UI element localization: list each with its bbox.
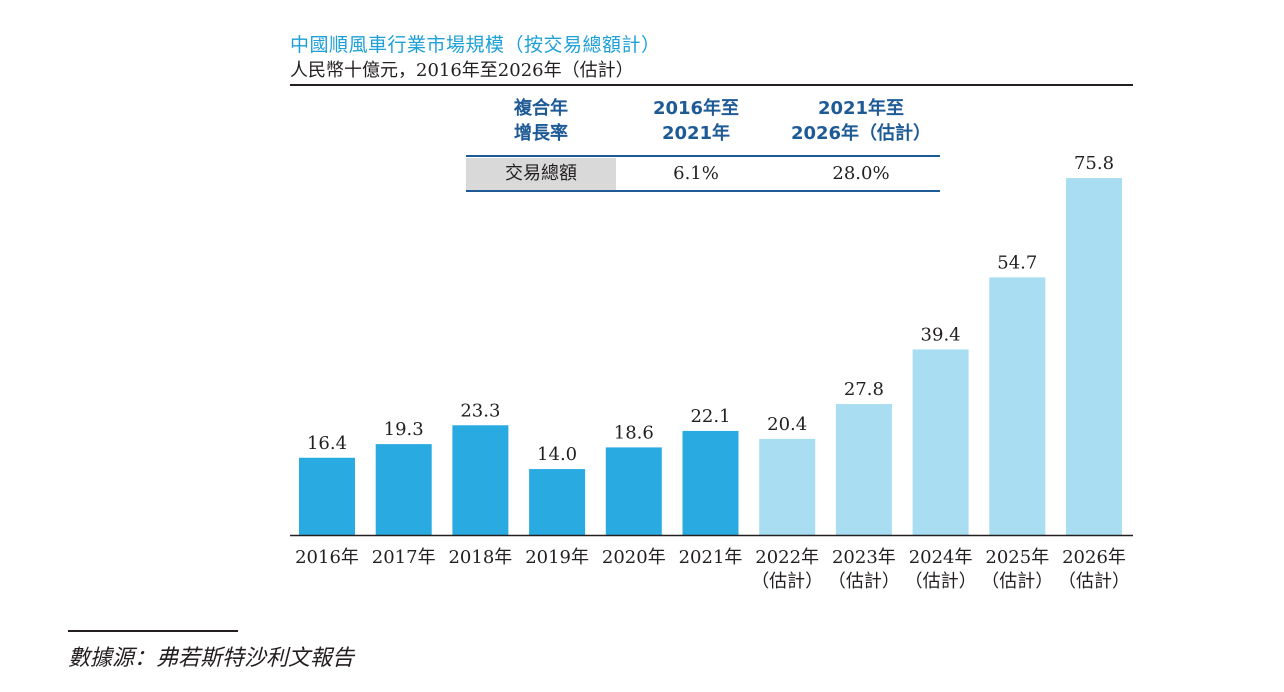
cagr-value-2021-2026: 28.0% [832,163,890,184]
data-label-2020年: 18.6 [614,422,654,443]
bar-2020年 [605,447,662,535]
x-tick-label: 2024年 [909,547,973,568]
cagr-header-label-line1: 複合年 [514,98,568,119]
bar-2023年 [835,404,892,535]
cagr-header-label-line2: 增長率 [514,123,568,144]
cagr-row-label: 交易總額 [466,158,616,190]
bar-2019年 [529,469,586,535]
bar-2022年 [759,438,816,535]
cagr-header-col1-line1: 2016年至 [652,98,740,119]
cagr-bottom-rule [466,190,940,192]
x-tick-label: 2022年 [755,547,819,568]
cagr-header-col2-line1: 2021年至 [817,98,905,119]
data-label-2017年: 19.3 [384,419,424,440]
data-label-2025年: 54.7 [997,252,1037,273]
data-label-2022年: 20.4 [767,414,807,435]
cagr-header-label: 複合年 增長率 [466,96,616,146]
bar-2024年 [912,349,969,535]
bar-2025年 [989,277,1046,535]
data-label-2024年: 39.4 [921,324,961,345]
x-tick-note: （估計） [981,571,1053,592]
x-tick-note: （估計） [1058,571,1130,592]
data-label-2018年: 23.3 [460,400,500,421]
data-label-2019年: 14.0 [537,444,577,465]
chart-subtitle: 人民幣十億元，2016年至2026年（估計） [290,60,634,81]
cagr-header-col1: 2016年至 2021年 [616,96,776,146]
cagr-header-col1-line2: 2021年 [661,123,731,144]
x-tick-label: 2018年 [448,547,512,568]
data-label-2023年: 27.8 [844,379,884,400]
cagr-header-col2-line2: 2026年（估計） [790,123,932,144]
data-label-2026年: 75.8 [1074,153,1114,174]
source-note: 數據源：弗若斯特沙利文報告 [68,646,355,671]
x-tick-label: 2025年 [985,547,1049,568]
data-label-2021年: 22.1 [690,406,730,427]
cagr-value-2016-2021: 6.1% [673,163,719,184]
source-divider [68,630,238,632]
x-tick-label: 2026年 [1062,547,1126,568]
x-tick-label: 2021年 [679,547,743,568]
bar-2017年 [375,444,432,535]
bar-2016年 [299,457,355,535]
bar-2026年 [1066,178,1122,535]
x-tick-label: 2017年 [372,547,436,568]
title-divider [290,84,1133,86]
cagr-header-col2: 2021年至 2026年（估計） [776,96,946,146]
bar-2021年 [682,430,739,535]
x-tick-note: （估計） [905,571,977,592]
x-tick-label: 2016年 [295,547,359,568]
data-label-2016年: 16.4 [307,433,347,454]
chart-title: 中國順風車行業市場規模（按交易總額計） [290,34,661,56]
x-tick-label: 2019年 [525,547,589,568]
x-tick-label: 2023年 [832,547,896,568]
bar-2018年 [452,425,509,535]
x-tick-note: （估計） [828,571,900,592]
x-tick-note: （估計） [751,571,823,592]
cagr-header-rule [466,155,940,157]
x-tick-label: 2020年 [602,547,666,568]
